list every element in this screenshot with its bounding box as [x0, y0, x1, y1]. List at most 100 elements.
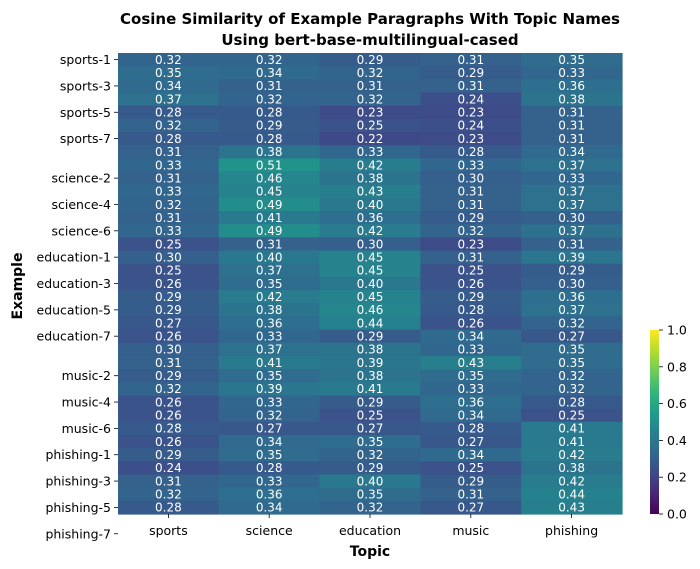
cell-value-label: 0.28: [457, 422, 484, 436]
heatmap-cell: [521, 290, 623, 304]
heatmap-cell: [521, 66, 623, 80]
heatmap-cell: [420, 250, 522, 265]
cell-value-label: 0.45: [357, 250, 384, 264]
heatmap-cell: [218, 184, 321, 199]
heatmap-cell: [521, 158, 623, 173]
y-tick-labels: sports-1 sports-3 sports-5 sports-7 science-…: [37, 52, 118, 541]
cell-value-label: 0.32: [256, 92, 283, 106]
y-tick-label: phishing-7: [45, 526, 111, 541]
heatmap-cell: [420, 487, 522, 502]
cell-value-label: 0.33: [155, 224, 182, 238]
heatmap-cell: [420, 395, 522, 410]
x-tick-label: sports: [149, 523, 188, 538]
cell-value-label: 0.29: [457, 474, 484, 488]
heatmap-cell: [218, 382, 321, 397]
heatmap-cell: [319, 92, 421, 107]
heatmap-cell: [420, 158, 522, 173]
cell-value-label: 0.33: [357, 145, 384, 159]
heatmap-cell: [319, 224, 421, 238]
cell-value-label: 0.30: [155, 250, 182, 264]
cell-value-label: 0.43: [457, 356, 484, 370]
y-tick-label: science-4: [52, 197, 112, 212]
cell-value-label: 0.38: [357, 171, 384, 185]
cell-value-label: 0.32: [357, 448, 384, 462]
cell-value-label: 0.49: [256, 224, 283, 238]
cell-value-label: 0.27: [558, 329, 585, 343]
heatmap-cell: [420, 290, 522, 304]
heatmap-cell: [118, 474, 220, 489]
heatmap-cell: [118, 342, 220, 357]
cell-value-label: 0.29: [357, 461, 384, 475]
cell-value-label: 0.33: [558, 66, 585, 80]
heatmap-cell: [521, 461, 623, 476]
cell-value-label: 0.33: [558, 171, 585, 185]
heatmap-cell: [420, 263, 522, 278]
heatmap-cell: [521, 79, 623, 94]
heatmap-cell: [521, 105, 623, 120]
cell-value-label: 0.34: [457, 409, 484, 423]
cell-value-label: 0.27: [457, 501, 484, 515]
heatmap-cell: [319, 53, 421, 67]
cell-value-label: 0.25: [155, 237, 182, 251]
heatmap-cell: [319, 487, 421, 502]
y-tick-label: sports-5: [60, 105, 111, 120]
heatmap-cell: [521, 145, 623, 159]
cell-value-label: 0.35: [357, 435, 384, 449]
cell-value-label: 0.28: [155, 132, 182, 146]
heatmap-cell: [319, 66, 421, 80]
heatmap-cell: [521, 303, 623, 318]
heatmap-cell: [319, 382, 421, 397]
heatmap-cell: [218, 158, 321, 173]
cell-value-label: 0.33: [457, 158, 484, 172]
heatmap-cell: [319, 250, 421, 265]
cell-value-label: 0.41: [558, 435, 585, 449]
cell-value-label: 0.29: [155, 448, 182, 462]
cell-value-label: 0.42: [558, 448, 585, 462]
heatmap-cell: [420, 105, 522, 120]
cell-value-label: 0.25: [155, 264, 182, 278]
cell-value-label: 0.34: [256, 66, 283, 80]
cell-value-label: 0.24: [155, 461, 182, 475]
heatmap-cell: [118, 290, 220, 304]
cell-value-label: 0.31: [155, 474, 182, 488]
cell-value-label: 0.46: [256, 171, 283, 185]
cell-value-label: 0.26: [155, 329, 182, 343]
heatmap-cell: [319, 132, 421, 146]
cell-value-label: 0.49: [256, 198, 283, 212]
y-tick-label: music-2: [62, 368, 111, 383]
cell-value-label: 0.26: [155, 277, 182, 291]
heatmap-cell: [420, 184, 522, 199]
cell-value-label: 0.39: [558, 250, 585, 264]
cell-value-label: 0.35: [558, 356, 585, 370]
cell-value-label: 0.30: [357, 237, 384, 251]
heatmap-cell: [521, 276, 623, 291]
y-tick-label: sports-3: [60, 78, 111, 93]
heatmap-cell: [118, 237, 220, 252]
cell-value-label: 0.38: [256, 303, 283, 317]
heatmap-cell: [218, 290, 321, 304]
y-tick-label: education-1: [37, 250, 112, 265]
heatmap-cell: [319, 408, 421, 423]
cell-value-label: 0.32: [558, 316, 585, 330]
y-tick-label: phishing-3: [45, 474, 111, 489]
heatmap-cell: [218, 395, 321, 410]
heatmap-cell: [319, 211, 421, 225]
heatmap-cell: [118, 197, 220, 212]
heatmap-cell: [521, 369, 623, 383]
heatmap-cell: [420, 53, 522, 67]
cell-value-label: 0.32: [155, 488, 182, 502]
heatmap-cell: [420, 276, 522, 291]
y-tick-label: education-3: [37, 276, 112, 291]
heatmap-cell: [521, 421, 623, 436]
cell-value-label: 0.31: [457, 198, 484, 212]
cell-value-label: 0.41: [357, 382, 384, 396]
heatmap-cell: [218, 355, 321, 370]
cell-value-label: 0.25: [357, 409, 384, 423]
cell-value-label: 0.38: [256, 145, 283, 159]
cell-value-label: 0.44: [558, 488, 585, 502]
heatmap-cell: [521, 342, 623, 357]
heatmap-cell: [118, 250, 220, 265]
cell-value-label: 0.41: [256, 211, 283, 225]
cell-value-label: 0.37: [155, 92, 182, 106]
cell-value-label: 0.35: [256, 448, 283, 462]
